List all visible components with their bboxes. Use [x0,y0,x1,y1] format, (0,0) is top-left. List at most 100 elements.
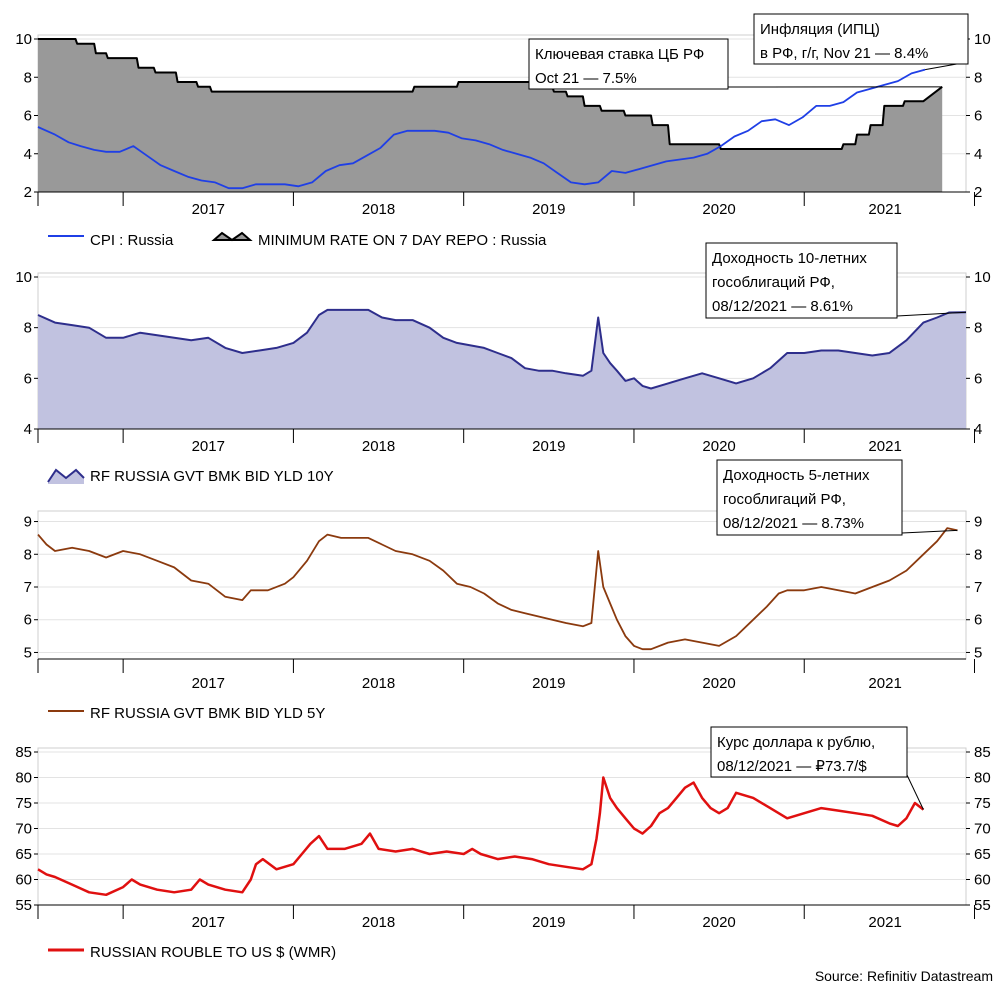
y-tick-label-left: 4 [24,421,32,438]
y-tick-label-right: 9 [974,514,982,531]
y-tick-label-left: 6 [24,108,32,125]
y-tick-label-right: 8 [974,69,982,86]
x-tick-label: 2017 [192,201,225,218]
y-tick-label-left: 2 [24,184,32,201]
y-tick-label-left: 9 [24,514,32,531]
x-tick-label: 2019 [532,914,565,931]
chart-panel-p4: 55 55 60 60 65 65 70 70 75 75 80 80 85 85 2017 2018 2019… [15,726,991,961]
x-tick-label: 2019 [532,438,565,455]
series-area-p1 [38,39,943,192]
x-tick-label: 2018 [362,438,395,455]
annotation-text: Oct 21 — 7.5% [535,70,637,87]
annotation-text: гособлигаций РФ, [723,491,846,508]
annotation-box [716,459,903,536]
y-tick-label-right: 60 [974,872,991,889]
y-tick-label-left: 10 [15,269,32,286]
annotation-text: 08/12/2021 — ₽73.7/$ [717,758,867,775]
x-tick-label: 2020 [702,438,735,455]
legend-label-repo: MINIMUM RATE ON 7 DAY REPO : Russia [258,232,547,249]
y-tick-label-left: 7 [24,579,32,596]
x-tick-label: 2018 [362,675,395,692]
y-tick-label-left: 65 [15,846,32,863]
legend-swatch-repo [211,231,253,242]
y-tick-label-left: 80 [15,770,32,787]
y-tick-label-right: 5 [974,644,982,661]
annotation-leader [901,529,958,534]
y-tick-label-left: 8 [24,320,32,337]
source-label: Source: Refinitiv Datastream [815,968,993,984]
annotation-text: 08/12/2021 — 8.61% [712,298,853,315]
y-tick-label-left: 4 [24,146,32,163]
series-line-p2-0 [37,308,967,390]
legend-label: RUSSIAN ROUBLE TO US $ (WMR) [90,944,336,961]
annotation-text: гособлигаций РФ, [712,274,835,291]
y-tick-label-left: 10 [15,31,32,48]
y-tick-label-right: 10 [974,31,991,48]
y-tick-label-right: 65 [974,846,991,863]
y-tick-label-right: 6 [974,108,982,125]
chart-panel-p2: 4 4 6 6 8 8 10 10 2017 2018 2019 2020 2021 RF RUSSIA … [15,242,991,485]
y-tick-label-right: 4 [974,146,982,163]
y-tick-label-left: 55 [15,897,32,914]
annotation-text: Курс доллара к рублю, [717,734,875,751]
x-tick-label: 2019 [532,675,565,692]
annotation-box [528,38,729,90]
chart-panel-p3: 5 5 6 6 7 7 8 8 9 9 2017 2018 2019 2020 2021 RF RUSSIA … [24,459,982,722]
annotation-text: Инфляция (ИПЦ) [760,21,880,38]
x-tick-label: 2021 [868,438,901,455]
series-line-p1-1 [37,68,926,190]
legend-swatch-fill [48,470,84,484]
x-tick-label: 2017 [192,914,225,931]
annotation-leader [896,311,967,317]
y-tick-label-right: 8 [974,320,982,337]
y-tick-label-right: 75 [974,795,991,812]
annotation-text: в РФ, г/г, Nov 21 — 8.4% [760,45,928,62]
chart-panel-p1: 2 2 4 4 6 6 8 8 10 10 2017 2018 2019 2020 2021 CPI : Ru… [15,13,991,249]
series-area-p2 [38,309,966,429]
annotation-text: 08/12/2021 — 8.73% [723,515,864,532]
annotation-text: Ключевая ставка ЦБ РФ [535,46,704,63]
annotation-text: Доходность 5-летних [723,467,870,484]
legend-swatch-line [47,468,85,483]
y-tick-label-left: 70 [15,821,32,838]
x-tick-label: 2017 [192,438,225,455]
y-tick-label-right: 6 [974,612,982,629]
x-tick-label: 2021 [868,675,901,692]
y-tick-label-left: 6 [24,370,32,387]
legend-label: RF RUSSIA GVT BMK BID YLD 5Y [90,705,325,722]
x-tick-label: 2019 [532,201,565,218]
legend-label: RF RUSSIA GVT BMK BID YLD 10Y [90,468,334,485]
x-tick-label: 2021 [868,914,901,931]
annotation-text: Доходность 10-летних [712,250,867,267]
y-tick-label-left: 8 [24,546,32,563]
y-tick-label-right: 4 [974,421,982,438]
y-tick-label-left: 85 [15,744,32,761]
y-tick-label-left: 8 [24,69,32,86]
annotation-box [710,726,908,778]
y-tick-label-right: 2 [974,184,982,201]
series-line-p4-0 [37,776,925,897]
y-tick-label-left: 5 [24,644,32,661]
y-tick-label-left: 6 [24,612,32,629]
x-tick-label: 2021 [868,201,901,218]
annotation-leader [906,774,924,810]
x-tick-label: 2018 [362,201,395,218]
y-tick-label-right: 85 [974,744,991,761]
y-tick-label-right: 6 [974,370,982,387]
y-tick-label-right: 55 [974,897,991,914]
x-tick-label: 2018 [362,914,395,931]
annotation-box [753,13,969,65]
x-tick-label: 2017 [192,675,225,692]
y-tick-label-right: 7 [974,579,982,596]
y-tick-label-right: 10 [974,269,991,286]
y-tick-label-left: 75 [15,795,32,812]
y-tick-label-left: 60 [15,872,32,889]
y-tick-label-right: 70 [974,821,991,838]
y-tick-label-right: 8 [974,546,982,563]
x-tick-label: 2020 [702,675,735,692]
x-tick-label: 2020 [702,914,735,931]
series-line-p3-0 [37,527,958,651]
legend-label-cpi: CPI : Russia [90,232,174,249]
x-tick-label: 2020 [702,201,735,218]
